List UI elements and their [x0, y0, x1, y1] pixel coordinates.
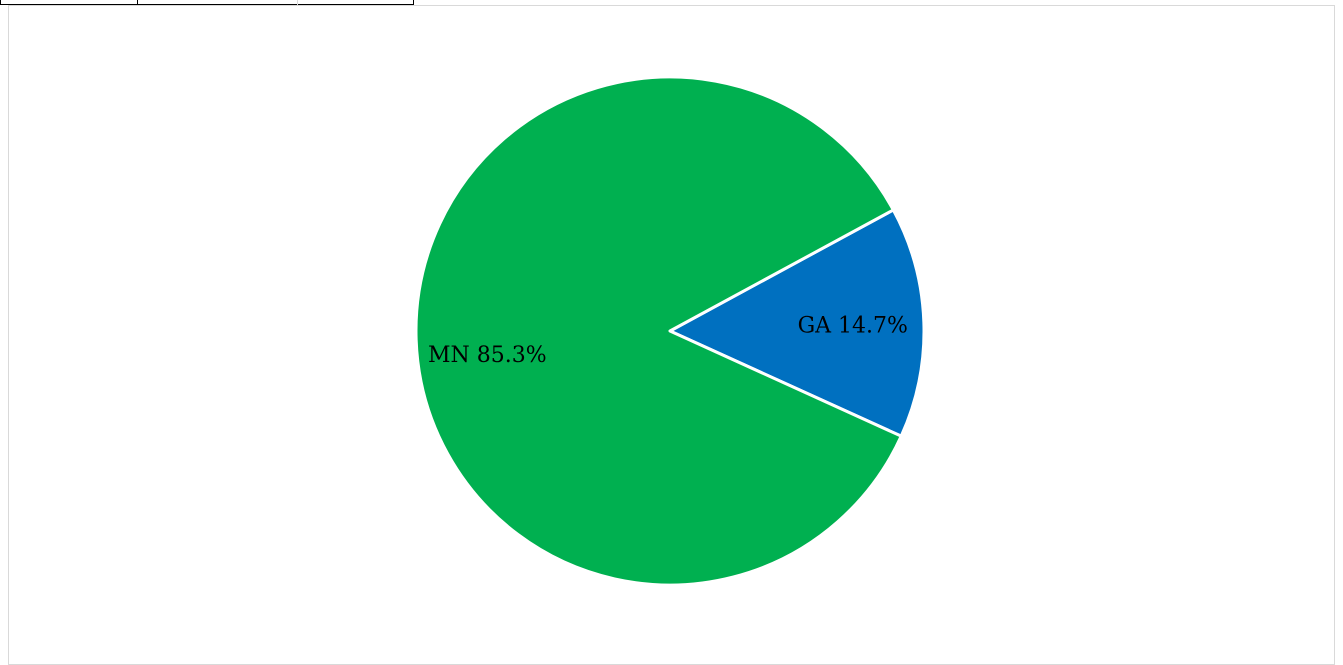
pie-slice-ga[interactable] — [668, 208, 926, 438]
pie-slices — [414, 75, 926, 587]
data-label-mn: MN 85.3% — [428, 343, 547, 368]
spreadsheet-cell[interactable] — [138, 0, 298, 5]
spreadsheet-cell-strip — [0, 0, 414, 5]
data-label-ga: GA 14.7% — [798, 314, 908, 339]
pie-data-labels: GA 14.7% MN 85.3% — [428, 314, 908, 368]
pie-slice-mn[interactable] — [414, 75, 903, 587]
spreadsheet-cell[interactable] — [1, 0, 138, 5]
